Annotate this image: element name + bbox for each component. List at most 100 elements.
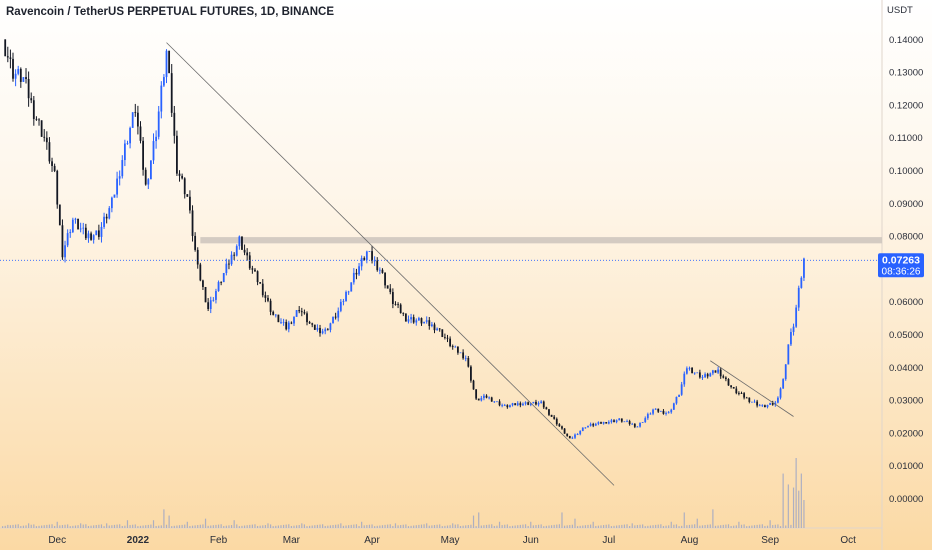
candle-body	[347, 291, 350, 293]
volume-bar	[103, 526, 105, 528]
volume-bar	[444, 525, 446, 528]
candle-body	[147, 179, 150, 185]
time-tick-label: Apr	[364, 535, 380, 546]
candle-body	[342, 301, 345, 302]
candle-body	[324, 329, 327, 332]
volume-bar	[400, 525, 402, 528]
volume-bar	[217, 524, 220, 528]
candle-body	[532, 401, 535, 404]
volume-bar	[439, 524, 441, 528]
candle-body	[264, 295, 267, 298]
volume-bar	[319, 524, 321, 528]
candle-body	[215, 291, 217, 300]
volume-bar	[701, 525, 704, 528]
volume-bar	[316, 524, 319, 528]
volume-bar	[371, 524, 373, 528]
candle-body	[235, 246, 238, 256]
volume-bar	[587, 524, 589, 528]
candle-body	[417, 318, 420, 321]
candle-body	[753, 401, 756, 403]
candle-body	[423, 321, 425, 324]
trendlines[interactable]	[0, 42, 882, 486]
volume-bar	[51, 524, 53, 528]
volume-bar	[714, 525, 717, 528]
volume-bar	[337, 524, 339, 528]
volume-bar	[603, 525, 605, 528]
volume-bar	[772, 525, 774, 528]
candle-body	[285, 321, 288, 330]
time-tick-label: Feb	[210, 535, 228, 546]
candle-body	[711, 370, 714, 374]
time-axis[interactable]: Dec 2022 Feb Mar Apr May Jun Jul Aug Sep Oct	[48, 535, 856, 546]
volume-bar	[376, 525, 378, 528]
volume-bar	[582, 525, 584, 528]
price-tick-label: 0.10000	[889, 166, 923, 177]
volume-bar	[134, 524, 136, 528]
candle-body	[628, 421, 631, 425]
volume-bar	[519, 524, 521, 528]
candle-body	[420, 318, 423, 324]
candle-body	[183, 178, 186, 195]
resistance-zone[interactable]	[200, 237, 882, 244]
volume-bar	[623, 524, 626, 528]
candle-body	[535, 401, 537, 405]
price-tick-label: 0.13000	[889, 68, 923, 79]
candle-body	[12, 58, 14, 79]
candle-body	[496, 401, 498, 403]
volume-bar	[675, 524, 678, 528]
price-axis[interactable]: 0.14000 0.13000 0.12000 0.11000 0.10000 0.090…	[889, 35, 923, 505]
volume-bar	[387, 524, 389, 528]
volume-bar	[558, 524, 560, 528]
candle-body	[524, 402, 527, 404]
candle-body	[287, 322, 290, 330]
candle-body	[592, 424, 595, 426]
candle-body	[724, 377, 727, 380]
volume-bar	[64, 524, 66, 528]
volume-bar	[595, 525, 597, 528]
volume-bar	[368, 524, 371, 528]
candle-body	[665, 413, 667, 414]
volume-bar	[108, 525, 110, 528]
candle-body	[345, 291, 347, 302]
volume-bar	[457, 524, 459, 528]
volume-bar	[69, 526, 71, 528]
volume-bar	[405, 524, 407, 528]
candle-body	[605, 422, 608, 424]
candle-body	[6, 56, 9, 58]
candle-body	[509, 405, 511, 408]
volume-bar	[259, 525, 261, 528]
volume-bar	[446, 525, 449, 528]
volume-bar	[77, 525, 79, 528]
candle-body	[680, 384, 683, 395]
candle-body	[480, 398, 483, 401]
candle-body	[282, 321, 285, 323]
volume-bar	[98, 524, 100, 528]
candle-body	[589, 424, 592, 426]
candle-body	[110, 197, 113, 209]
candle-body	[511, 403, 514, 406]
volume-bar	[592, 521, 594, 528]
candle-body	[233, 254, 236, 256]
volume-bar	[759, 524, 761, 528]
candle-body	[381, 269, 384, 273]
candle-body	[222, 272, 225, 283]
volume-bar	[59, 525, 61, 528]
candle-body	[527, 402, 530, 405]
volume-bar	[293, 525, 295, 528]
price-tick-label: 0.11000	[889, 133, 923, 144]
volume-bar	[733, 525, 735, 528]
candle-body	[144, 169, 147, 185]
candle-body	[97, 230, 100, 237]
volume-bar	[410, 525, 412, 528]
volume-bar	[590, 524, 592, 528]
volume-bar	[413, 525, 415, 528]
candle-body	[191, 210, 194, 236]
price-tick-label: 0.05000	[889, 330, 923, 341]
candle-body	[326, 329, 329, 331]
price-tick-label: 0.12000	[889, 100, 923, 111]
volume-bars	[2, 458, 805, 528]
candle-body	[485, 395, 488, 398]
candle-body	[139, 126, 142, 141]
candle-body	[402, 312, 405, 314]
